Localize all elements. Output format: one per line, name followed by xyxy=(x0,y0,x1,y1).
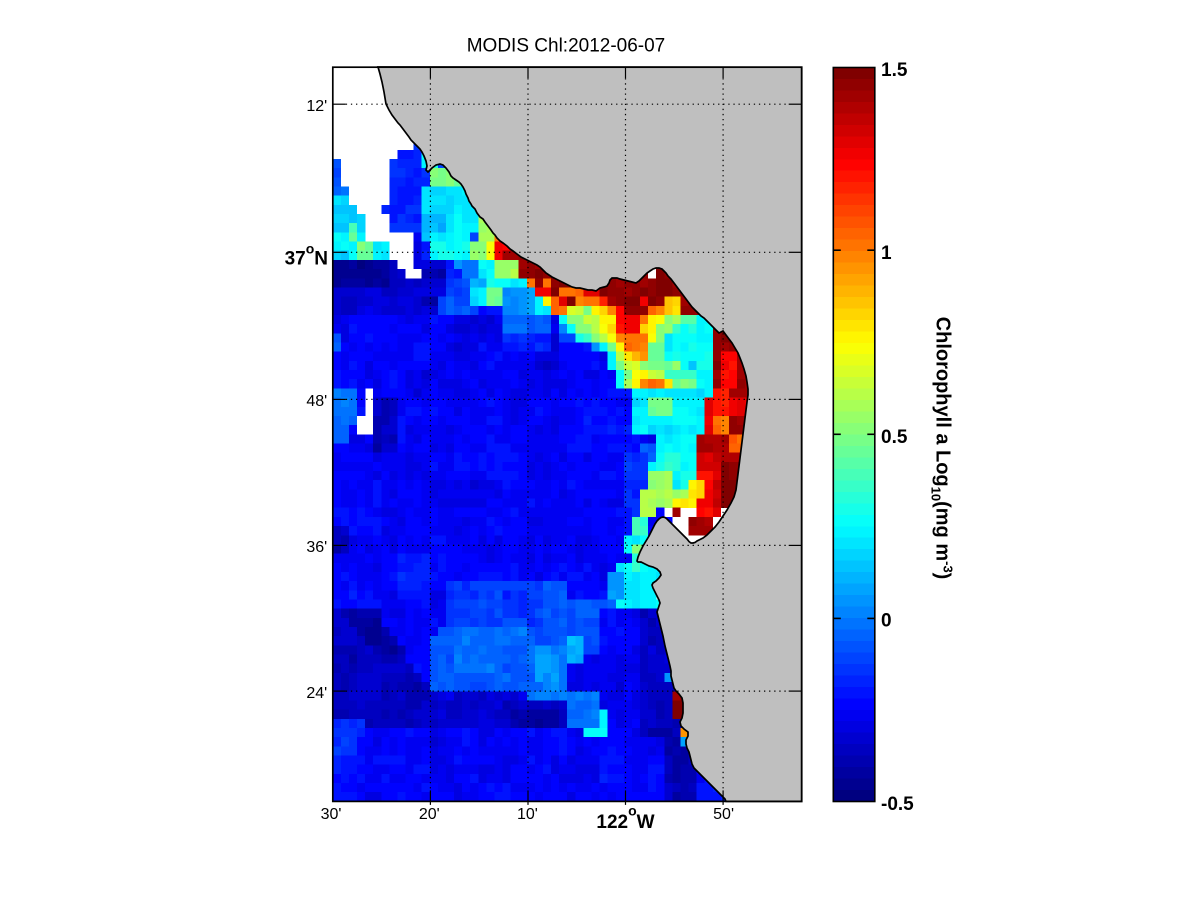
svg-text:20': 20' xyxy=(419,806,440,823)
svg-text:48': 48' xyxy=(306,393,327,410)
svg-text:MODIS Chl:2012-06-07: MODIS Chl:2012-06-07 xyxy=(467,36,666,57)
svg-text:1: 1 xyxy=(881,243,892,264)
svg-text:10': 10' xyxy=(517,806,538,823)
svg-text:Chlorophyll a Log10(mg m-3): Chlorophyll a Log10(mg m-3) xyxy=(929,317,956,580)
svg-text:12': 12' xyxy=(306,98,327,115)
svg-text:30': 30' xyxy=(321,806,342,823)
svg-text:-0.5: -0.5 xyxy=(881,794,914,815)
svg-text:1.5: 1.5 xyxy=(881,60,908,81)
svg-text:24': 24' xyxy=(306,685,327,702)
svg-text:50': 50' xyxy=(713,806,734,823)
svg-text:0: 0 xyxy=(881,611,892,632)
svg-text:36': 36' xyxy=(306,539,327,556)
svg-text:0.5: 0.5 xyxy=(881,427,908,448)
